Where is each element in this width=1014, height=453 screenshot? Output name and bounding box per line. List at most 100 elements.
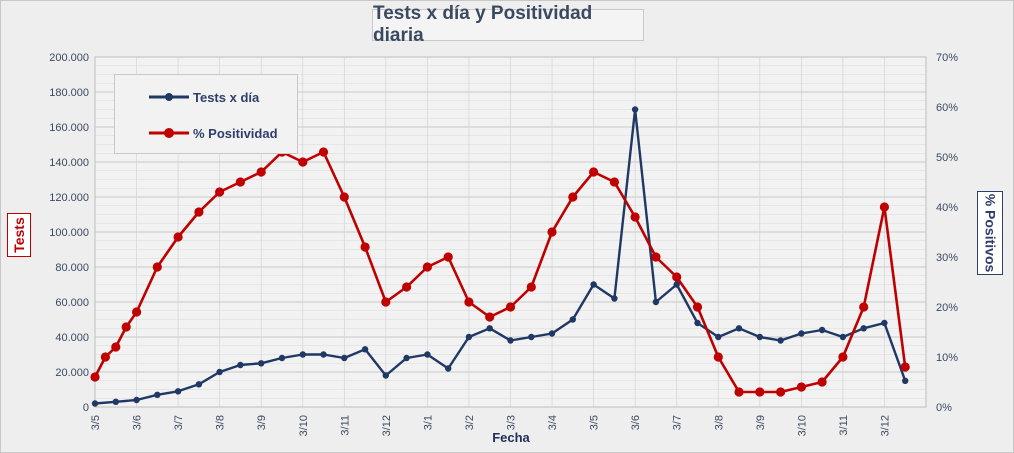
legend-label-tests: Tests x día xyxy=(193,89,260,105)
legend-label-positividad: % Positividad xyxy=(193,125,278,141)
x-tick-label: 3/5 xyxy=(589,415,601,430)
y-right-tick-label: 10% xyxy=(936,352,958,364)
data-point-positividad xyxy=(298,157,308,167)
data-point-positividad xyxy=(100,352,110,362)
data-point-tests xyxy=(174,388,182,395)
data-point-positividad xyxy=(713,352,723,362)
data-point-positividad xyxy=(215,187,225,197)
series-tests xyxy=(91,106,909,407)
data-point-tests xyxy=(839,333,847,341)
data-point-tests xyxy=(445,365,452,372)
data-point-tests xyxy=(818,326,826,334)
y-left-tick-label: 20.000 xyxy=(55,367,89,379)
data-point-positividad xyxy=(589,167,599,177)
data-point-positividad xyxy=(568,192,578,202)
data-point-positividad xyxy=(900,362,910,372)
data-point-positividad xyxy=(318,147,329,157)
data-point-tests xyxy=(133,396,140,404)
y-right-tick-label: 50% xyxy=(936,152,958,164)
data-point-positividad xyxy=(360,242,370,252)
data-point-positividad xyxy=(630,212,640,222)
x-tick-label: 3/3 xyxy=(506,415,518,430)
x-tick-label: 3/7 xyxy=(672,415,684,430)
data-point-positividad xyxy=(838,352,848,362)
data-point-tests xyxy=(652,298,660,306)
data-point-tests xyxy=(299,351,306,358)
data-point-positividad xyxy=(121,322,131,332)
data-point-tests xyxy=(361,346,369,353)
legend-item-tests: Tests x día xyxy=(115,87,259,107)
data-point-tests xyxy=(382,372,389,379)
data-point-positividad xyxy=(235,177,245,187)
data-point-tests xyxy=(154,391,161,398)
legend-line-marker-icon xyxy=(149,93,189,101)
data-point-positividad xyxy=(173,232,183,242)
x-tick-label: 3/6 xyxy=(132,415,144,430)
data-point-positividad xyxy=(817,377,827,387)
data-point-tests xyxy=(798,330,805,337)
data-point-positividad xyxy=(609,177,620,187)
x-tick-label: 3/11 xyxy=(838,415,850,436)
y-left-tick-label: 160.000 xyxy=(49,122,89,134)
data-point-positividad xyxy=(422,262,432,272)
data-point-positividad xyxy=(194,207,204,217)
data-point-tests xyxy=(777,337,784,344)
y-right-tick-label: 70% xyxy=(936,52,958,64)
data-point-positividad xyxy=(859,302,869,312)
data-point-tests xyxy=(735,325,743,332)
data-point-tests xyxy=(860,325,867,332)
data-point-tests xyxy=(902,377,909,384)
y-left-tick-label: 140.000 xyxy=(49,157,89,169)
data-point-tests xyxy=(611,295,618,302)
legend-line-marker-icon xyxy=(149,128,189,138)
y-left-tick-label: 60.000 xyxy=(55,297,89,309)
data-point-tests xyxy=(237,361,244,369)
data-point-tests xyxy=(881,319,888,327)
data-point-positividad xyxy=(651,252,661,262)
y-left-tick-label: 100.000 xyxy=(49,227,89,239)
y-left-tick-label: 40.000 xyxy=(55,332,89,344)
x-tick-label: 3/2 xyxy=(464,415,476,430)
x-tick-label: 3/12 xyxy=(879,415,891,436)
data-point-tests xyxy=(195,381,203,388)
data-point-positividad xyxy=(381,297,391,307)
y-left-tick-label: 80.000 xyxy=(55,262,89,274)
legend-item-positividad: % Positividad xyxy=(115,123,278,143)
x-tick-label: 3/5 xyxy=(90,415,102,430)
y-right-tick-label: 60% xyxy=(936,102,958,114)
data-point-positividad xyxy=(547,227,557,237)
y-right-tick-label: 0% xyxy=(936,402,952,414)
x-tick-label: 3/11 xyxy=(339,415,351,436)
data-point-tests xyxy=(320,351,327,358)
series-line-tests xyxy=(94,108,907,405)
data-point-tests xyxy=(216,368,223,376)
data-point-positividad xyxy=(90,372,100,382)
y-left-tick-label: 0 xyxy=(83,402,89,414)
data-point-positividad xyxy=(776,387,786,397)
data-point-tests xyxy=(548,330,556,337)
data-point-positividad xyxy=(526,282,536,292)
data-point-positividad xyxy=(879,202,890,212)
data-point-tests xyxy=(91,400,99,407)
data-point-positividad xyxy=(256,167,266,177)
data-point-positividad xyxy=(796,382,807,392)
data-point-tests xyxy=(465,333,473,341)
data-point-tests xyxy=(507,337,514,344)
y-left-tick-label: 180.000 xyxy=(49,87,89,99)
chart-title: Tests x día y Positividad diaria xyxy=(372,3,644,46)
data-point-positividad xyxy=(672,272,682,282)
x-tick-label: 3/12 xyxy=(381,415,393,436)
data-point-positividad xyxy=(152,262,162,272)
y-right-tick-label: 30% xyxy=(936,252,958,264)
data-point-positividad xyxy=(339,192,349,202)
data-point-tests xyxy=(403,354,410,362)
data-point-tests xyxy=(528,333,535,341)
legend: Tests x día % Positividad xyxy=(114,74,298,154)
data-point-tests xyxy=(278,354,286,362)
data-point-positividad xyxy=(464,297,474,307)
x-tick-label: 3/8 xyxy=(713,415,725,430)
plot-border xyxy=(94,56,927,408)
y-axis-left-label: Tests xyxy=(11,217,28,253)
data-point-positividad xyxy=(485,312,495,322)
